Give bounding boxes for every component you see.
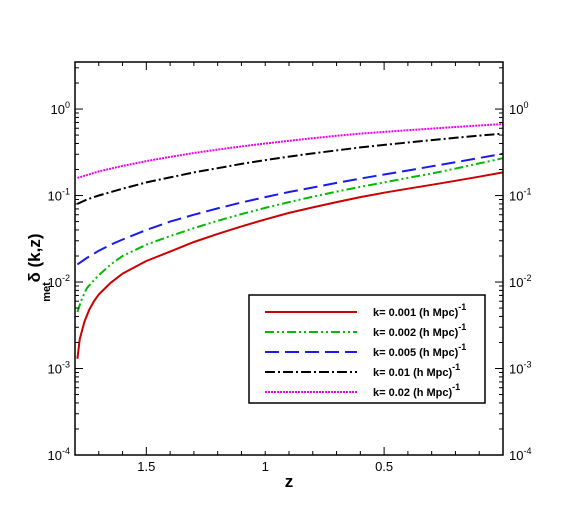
legend-label-1: k= 0.001 (h Mpc)-1 <box>373 302 466 319</box>
legend: k= 0.001 (h Mpc)-1 k= 0.002 (h Mpc)-1 k= 0… <box>248 294 486 404</box>
y-tick-label: 10-4 <box>48 446 70 463</box>
plot-frame <box>74 61 504 456</box>
y-axis-label: δ (k,z) met <box>25 233 53 301</box>
tick-labels: 1.5 1 0.5 10-4 10-4 10-3 10-3 10-2 10-2 10-1 10-1 1… <box>48 100 532 474</box>
y-tick-label-right: 10-2 <box>509 273 531 290</box>
series-line-3 <box>76 152 504 266</box>
y-tick-label: 10-1 <box>48 187 70 204</box>
series-line-2 <box>76 157 504 313</box>
series-line-4 <box>76 132 504 205</box>
legend-label-2: k= 0.002 (h Mpc)-1 <box>373 322 466 339</box>
series-line-1 <box>76 171 504 359</box>
plot-lines <box>76 123 504 359</box>
y-tick-label: 10-3 <box>48 360 70 377</box>
y-tick-label-right: 10-3 <box>509 360 531 377</box>
x-tick-label: 1 <box>262 459 269 474</box>
y-tick-label-right: 10-1 <box>509 187 531 204</box>
legend-label-5: k= 0.02 (h Mpc)-1 <box>373 382 460 399</box>
svg-text:δ (k,z): δ (k,z) <box>25 233 44 282</box>
legend-label-4: k= 0.01 (h Mpc)-1 <box>373 362 460 379</box>
y-axis-label-main: δ (k,z) <box>25 233 44 282</box>
x-tick-label: 1.5 <box>137 459 155 474</box>
y-tick-label: 100 <box>51 100 70 117</box>
y-tick-label-right: 100 <box>509 100 528 117</box>
series-line-5 <box>77 123 504 179</box>
y-tick-label: 10-2 <box>48 273 70 290</box>
y-tick-label-right: 10-4 <box>509 446 531 463</box>
legend-label-3: k= 0.005 (h Mpc)-1 <box>373 342 466 359</box>
x-axis-label: z <box>285 472 294 491</box>
x-tick-label: 0.5 <box>375 459 393 474</box>
y-axis-label-subscript: met <box>41 282 53 302</box>
